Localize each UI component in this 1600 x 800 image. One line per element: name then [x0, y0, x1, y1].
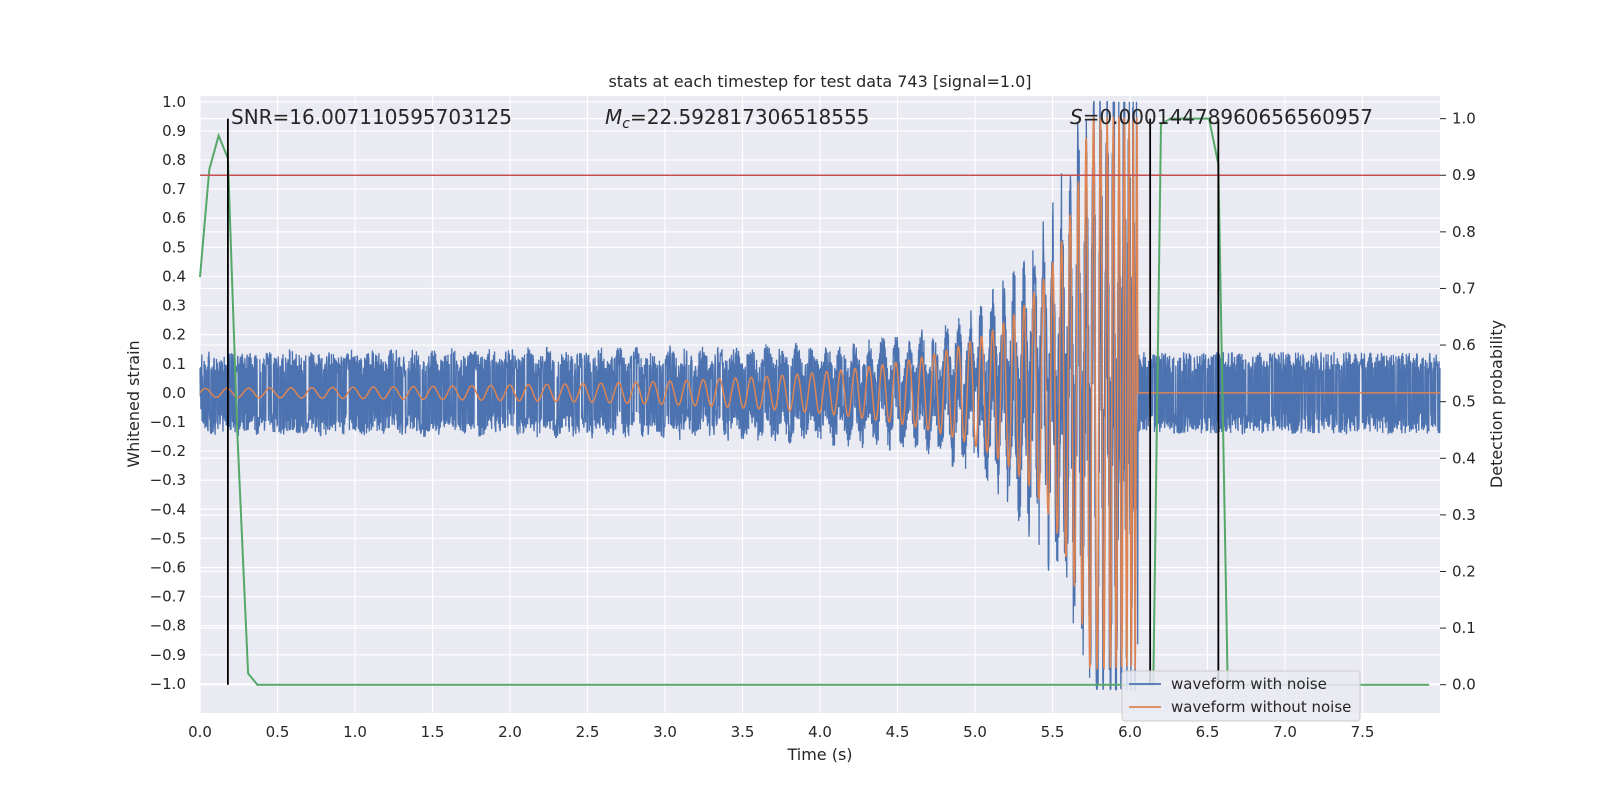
- y-tick-label: −0.4: [150, 500, 186, 518]
- ticks: 0.0 0.5 1.0 1.5 2.0 2.5 3.0 3.5 4.0 4.5 5.0 5.5 6.0 6…: [150, 93, 1476, 741]
- chirp-mass-annotation: Mc=22.592817306518555: [605, 105, 869, 132]
- y-tick-label: 0.9: [162, 122, 186, 140]
- s-annotation: S=0.00014478960656560957: [1070, 105, 1373, 129]
- y2-tick-label: 0.1: [1452, 619, 1476, 637]
- y-tick-label: −0.6: [150, 558, 186, 576]
- y-tick-label: 0.6: [162, 209, 186, 227]
- y2-tick-label: 0.6: [1452, 336, 1476, 354]
- y-tick-label: −1.0: [150, 675, 186, 693]
- y2-tick-label: 0.2: [1452, 562, 1476, 580]
- legend-box: [1121, 670, 1361, 722]
- x-tick-label: 3.0: [653, 723, 677, 741]
- x-tick-label: 4.5: [886, 723, 910, 741]
- y2-tick-label: 0.8: [1452, 223, 1476, 241]
- series-layer: [199, 101, 1441, 691]
- x-axis-title: Time (s): [786, 745, 852, 764]
- y-tick-label: −0.2: [150, 442, 186, 460]
- y-tick-label: 0.5: [162, 238, 186, 256]
- x-tick-label: 1.5: [421, 723, 445, 741]
- x-tick-label: 2.5: [576, 723, 600, 741]
- x-tick-label: 1.0: [343, 723, 367, 741]
- snr-annotation: SNR=16.007110595703125: [231, 105, 512, 129]
- x-tick-label: 4.0: [808, 723, 832, 741]
- x-tick-label: 5.0: [963, 723, 987, 741]
- chirp-mass-subscript: c: [622, 116, 630, 132]
- chart-title: stats at each timestep for test data 743…: [608, 72, 1031, 91]
- chirp-mass-value: =22.592817306518555: [630, 105, 869, 129]
- x-tick-label: 6.0: [1118, 723, 1142, 741]
- y-tick-label: −0.7: [150, 588, 186, 606]
- chirp-mass-symbol: M: [605, 105, 622, 129]
- y-tick-label: −0.5: [150, 529, 186, 547]
- y-tick-label: 0.0: [162, 384, 186, 402]
- y-tick-label: −0.9: [150, 646, 186, 664]
- y-tick-label: 0.1: [162, 355, 186, 373]
- y-tick-label: −0.8: [150, 617, 186, 635]
- s-value: =0.00014478960656560957: [1083, 105, 1373, 129]
- y2-tick-label: 0.9: [1452, 166, 1476, 184]
- x-tick-label: 5.5: [1041, 723, 1065, 741]
- x-tick-label: 7.5: [1351, 723, 1375, 741]
- legend: waveform with noise waveform without noi…: [1121, 670, 1361, 722]
- y2-tick-label: 0.4: [1452, 449, 1476, 467]
- y2-tick-label: 0.0: [1452, 676, 1476, 694]
- y2-axis-title: Detection probability: [1487, 320, 1506, 488]
- x-tick-label: 2.0: [498, 723, 522, 741]
- y2-tick-label: 1.0: [1452, 110, 1476, 128]
- y-tick-label: 0.7: [162, 180, 186, 198]
- y-tick-label: 0.2: [162, 326, 186, 344]
- x-tick-label: 6.5: [1196, 723, 1220, 741]
- y-tick-label: −0.1: [150, 413, 186, 431]
- s-symbol: S: [1070, 105, 1083, 129]
- series-line-waveform-without-noise: [199, 116, 1440, 671]
- y-tick-label: 0.8: [162, 151, 186, 169]
- legend-label-clean: waveform without noise: [1171, 698, 1351, 716]
- x-tick-label: 7.0: [1273, 723, 1297, 741]
- y-axis-title: Whitened strain: [124, 340, 143, 467]
- y2-tick-label: 0.7: [1452, 279, 1476, 297]
- y2-tick-label: 0.5: [1452, 393, 1476, 411]
- y-tick-label: 0.3: [162, 297, 186, 315]
- y2-tick-label: 0.3: [1452, 506, 1476, 524]
- series-line-detection-probability: [199, 117, 1430, 686]
- x-tick-label: 0.0: [188, 723, 212, 741]
- y-tick-label: 1.0: [162, 93, 186, 111]
- series-line-waveform-with-noise: [199, 101, 1441, 691]
- x-tick-label: 3.5: [731, 723, 755, 741]
- x-tick-label: 0.5: [266, 723, 290, 741]
- legend-label-noise: waveform with noise: [1171, 675, 1327, 693]
- y-tick-label: 0.4: [162, 267, 186, 285]
- y-tick-label: −0.3: [150, 471, 186, 489]
